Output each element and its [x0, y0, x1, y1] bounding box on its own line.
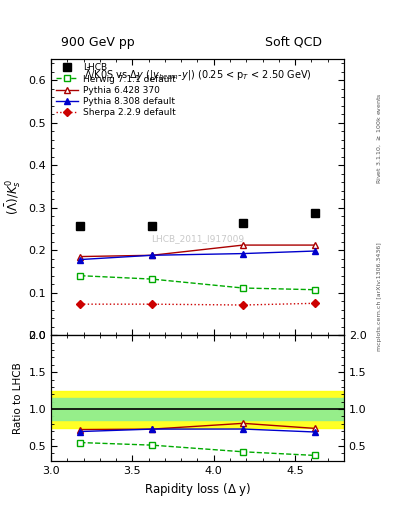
Bar — [51, 391, 344, 428]
Pythia 8.308 default — [78, 257, 83, 263]
Herwig 7.1.1 default — [312, 287, 317, 293]
X-axis label: Rapidity loss ($\Delta$ y): Rapidity loss ($\Delta$ y) — [144, 481, 251, 498]
Text: 900 GeV pp: 900 GeV pp — [61, 36, 135, 49]
Text: $\bar{\Lambda}$/K0S vs $\Delta y$ ($|y_{beam}$-$y|$) (0.25 < p$_T$ < 2.50 GeV): $\bar{\Lambda}$/K0S vs $\Delta y$ ($|y_{… — [84, 67, 311, 83]
Text: Soft QCD: Soft QCD — [265, 36, 322, 49]
Pythia 6.428 370 — [241, 242, 245, 248]
LHCB — [312, 210, 317, 216]
Legend: LHCB, Herwig 7.1.1 default, Pythia 6.428 370, Pythia 8.308 default, Sherpa 2.2.9: LHCB, Herwig 7.1.1 default, Pythia 6.428… — [54, 61, 177, 119]
Pythia 6.428 370 — [78, 253, 83, 260]
Pythia 8.308 default — [312, 248, 317, 254]
Line: Pythia 6.428 370: Pythia 6.428 370 — [77, 242, 318, 260]
Sherpa 2.2.9 default — [150, 301, 154, 307]
Pythia 6.428 370 — [150, 252, 154, 259]
Pythia 8.308 default — [150, 252, 154, 259]
Pythia 6.428 370 — [312, 242, 317, 248]
Pythia 8.308 default — [241, 250, 245, 257]
Text: mcplots.cern.ch [arXiv:1306.3436]: mcplots.cern.ch [arXiv:1306.3436] — [377, 243, 382, 351]
Line: Herwig 7.1.1 default: Herwig 7.1.1 default — [77, 272, 318, 293]
LHCB — [150, 222, 154, 228]
Y-axis label: Ratio to LHCB: Ratio to LHCB — [13, 362, 23, 434]
Herwig 7.1.1 default — [150, 276, 154, 282]
Text: Rivet 3.1.10, $\geq$ 100k events: Rivet 3.1.10, $\geq$ 100k events — [375, 92, 383, 184]
LHCB — [241, 220, 245, 226]
Line: Sherpa 2.2.9 default: Sherpa 2.2.9 default — [77, 301, 318, 308]
Line: Pythia 8.308 default: Pythia 8.308 default — [77, 248, 318, 263]
Sherpa 2.2.9 default — [78, 301, 83, 307]
Text: LHCB_2011_I917009: LHCB_2011_I917009 — [151, 234, 244, 243]
Line: LHCB: LHCB — [77, 209, 318, 230]
Sherpa 2.2.9 default — [241, 302, 245, 308]
LHCB — [78, 223, 83, 229]
Bar — [51, 398, 344, 420]
Y-axis label: $\bar{(\Lambda)}/K^0_s$: $\bar{(\Lambda)}/K^0_s$ — [3, 179, 23, 215]
Herwig 7.1.1 default — [78, 272, 83, 279]
Sherpa 2.2.9 default — [312, 300, 317, 306]
Herwig 7.1.1 default — [241, 285, 245, 291]
